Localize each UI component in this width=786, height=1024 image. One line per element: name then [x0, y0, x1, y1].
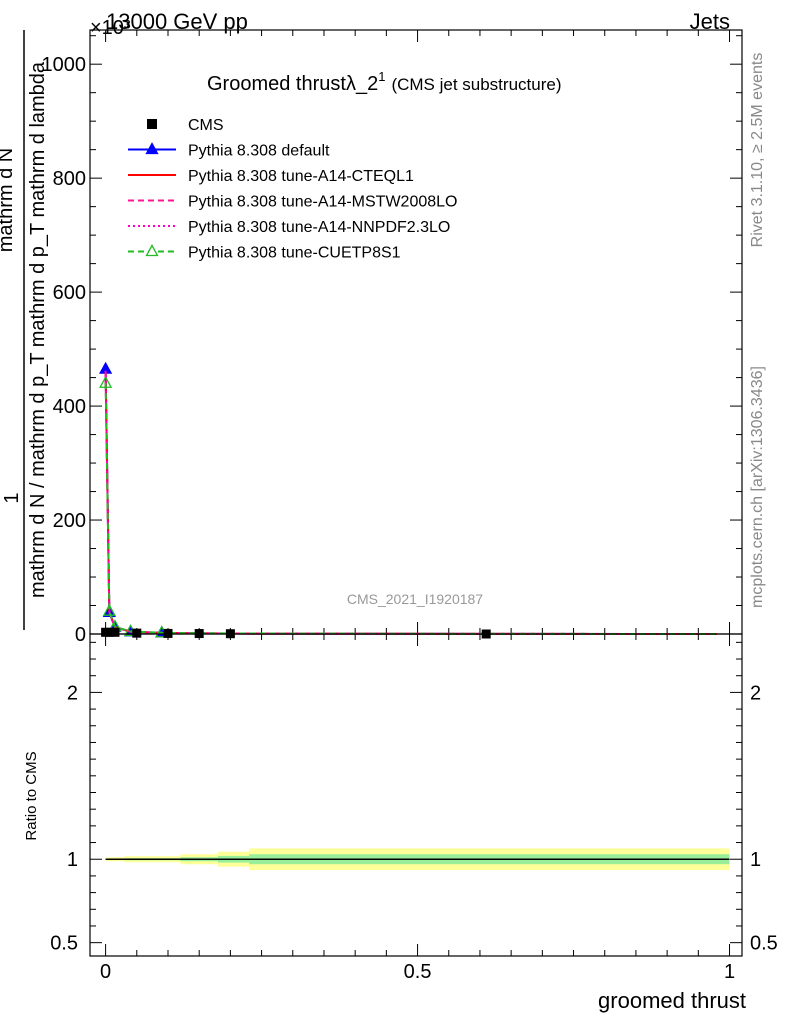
- legend-label: Pythia 8.308 tune-A14-MSTW2008LO: [188, 194, 457, 211]
- series-4: [98, 375, 718, 638]
- legend-entry: Pythia 8.308 tune-A14-MSTW2008LO: [128, 194, 457, 211]
- y-tick-label: 0: [75, 624, 86, 646]
- rivet-version-label: Rivet 3.1.10, ≥ 2.5M events: [749, 53, 766, 248]
- legend-entry: Pythia 8.308 tune-CUETP8S1: [128, 244, 401, 262]
- y-label-numerator-one: 1: [1, 492, 23, 503]
- ratio-frame: [89, 633, 743, 957]
- legend-entry: CMS: [147, 117, 224, 134]
- legend-entry: Pythia 8.308 tune-A14-NNPDF2.3LO: [128, 219, 450, 236]
- series-marker: [102, 603, 116, 616]
- y-tick-label: 600: [53, 282, 86, 304]
- legend: CMS Pythia 8.308 default Pythia 8.308 tune…: [128, 117, 457, 262]
- y-tick-label: 200: [53, 510, 86, 532]
- x-tick-label: 0.5: [404, 961, 432, 983]
- y-label-top: mathrm d N: [0, 148, 17, 252]
- cms-data-point: [104, 627, 114, 637]
- exponent-label: ×10³: [90, 17, 131, 39]
- plot-title: Groomed thrustλ_21 (CMS jet substructure): [207, 69, 561, 95]
- cms-data-point: [132, 628, 142, 638]
- mcplots-label: mcplots.cern.ch [arXiv:1306.3436]: [749, 366, 766, 608]
- legend-marker: [147, 119, 157, 129]
- ratio-y-tick-label: 1: [750, 849, 761, 871]
- ratio-y-tick-label: 1: [67, 849, 78, 871]
- legend-label: Pythia 8.308 tune-A14-CTEQL1: [188, 168, 414, 185]
- main-y-axis-label: 1 mathrm d N mathrm d N / mathrm d p_T m…: [0, 30, 49, 630]
- legend-label: Pythia 8.308 tune-A14-NNPDF2.3LO: [188, 219, 450, 236]
- ratio-plot-area: 0 0.5 1 0.5 0.5 1 1 2 2: [50, 633, 778, 983]
- legend-entry: Pythia 8.308 tune-A14-CTEQL1: [128, 168, 414, 185]
- plot-title-main: Groomed thrustλ_2: [207, 73, 378, 95]
- main-plot-area: 0 200 400 600 800 1000: [42, 29, 743, 646]
- ratio-y-tick-label: 0.5: [750, 933, 778, 955]
- x-axis-label: groomed thrust: [598, 988, 746, 1013]
- energy-label: 13000 GeV pp: [106, 9, 248, 34]
- y-label-bottom: mathrm d N / mathrm d p_T mathrm d p_T m…: [27, 61, 49, 598]
- y-tick-label: 800: [53, 168, 86, 190]
- legend-marker: [145, 142, 159, 155]
- category-label: Jets: [690, 9, 730, 34]
- legend-label: Pythia 8.308 default: [188, 143, 330, 160]
- series-line: [104, 383, 718, 635]
- series-marker: [98, 375, 113, 388]
- ratio-y-tick-label: 2: [67, 682, 78, 704]
- cms-data-point: [110, 627, 120, 637]
- y-tick-label: 400: [53, 396, 86, 418]
- analysis-watermark: CMS_2021_I1920187: [347, 591, 483, 607]
- legend-entry: Pythia 8.308 default: [128, 142, 330, 160]
- ratio-y-axis-label: Ratio to CMS: [23, 751, 40, 840]
- x-tick-label: 1: [724, 961, 735, 983]
- x-tick-label: 0: [100, 961, 111, 983]
- legend-label: Pythia 8.308 tune-CUETP8S1: [188, 245, 401, 262]
- ratio-y-tick-label: 0.5: [50, 933, 78, 955]
- legend-label: CMS: [188, 117, 224, 134]
- y-tick-label: 1000: [42, 54, 87, 76]
- plot-title-sup: 1: [378, 69, 385, 84]
- legend-marker: [145, 244, 159, 257]
- plot-subtitle: (CMS jet substructure): [391, 75, 561, 94]
- ratio-y-tick-label: 2: [750, 682, 761, 704]
